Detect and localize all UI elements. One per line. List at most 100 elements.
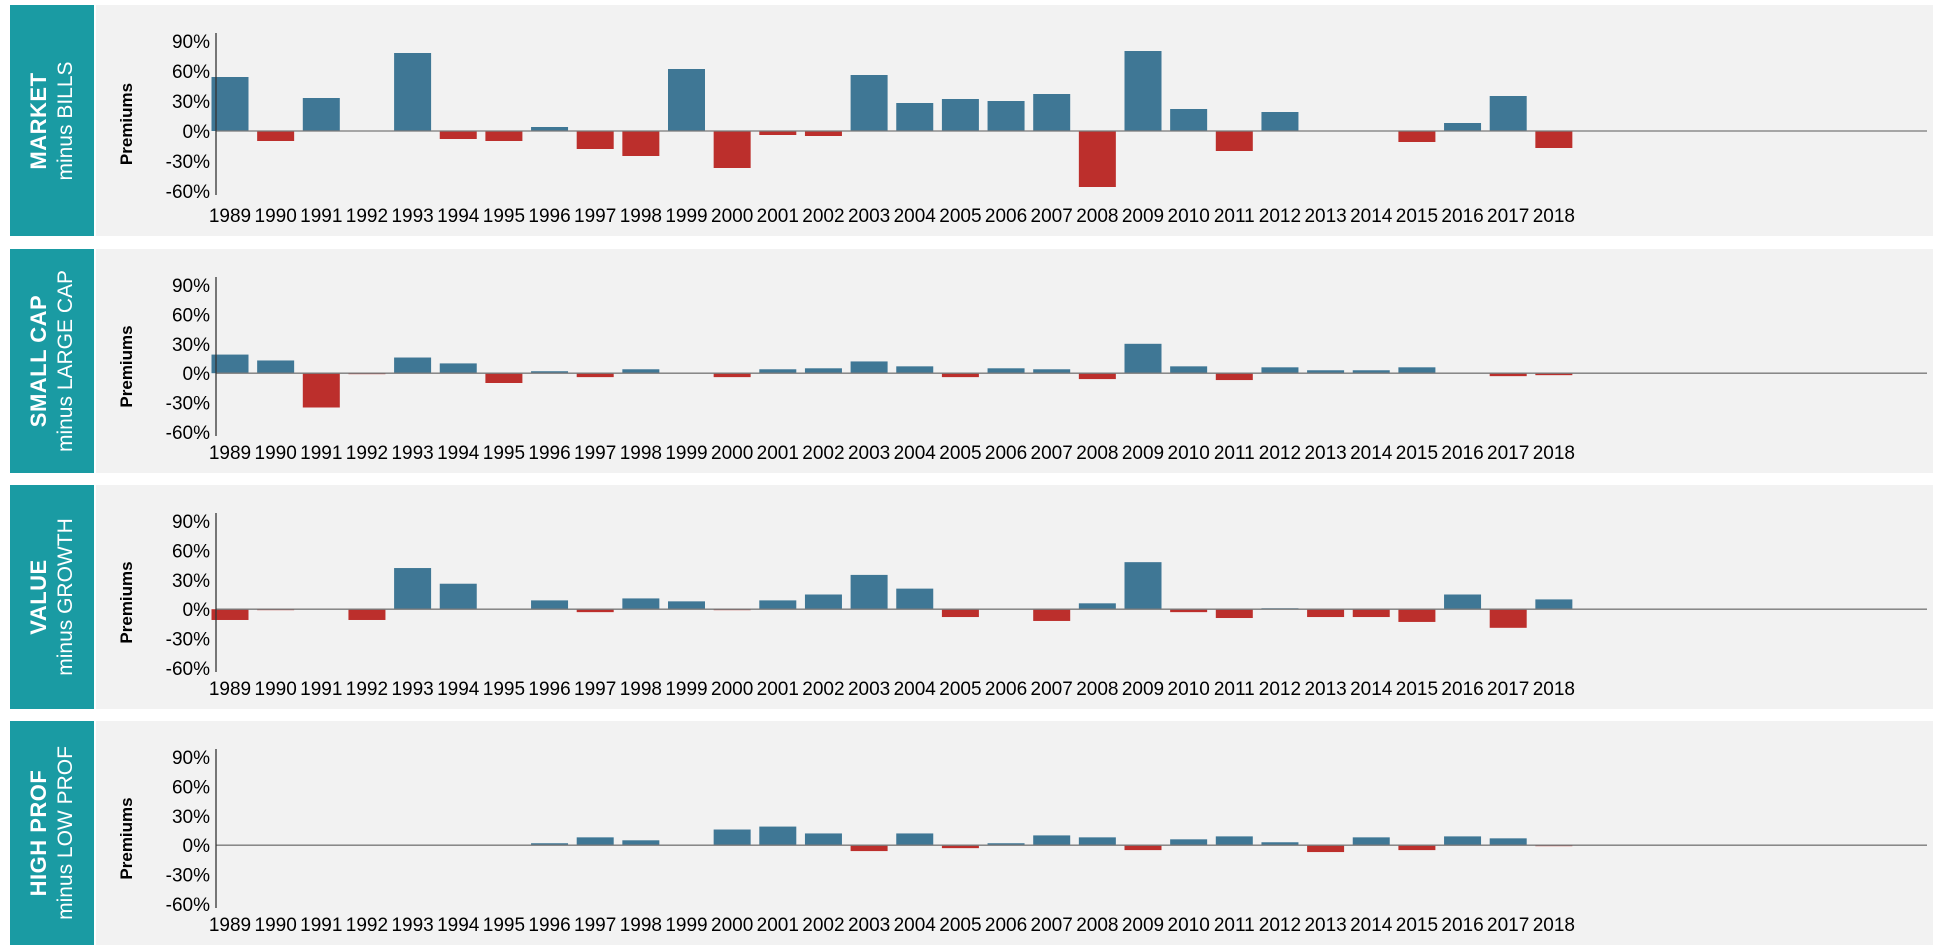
- side-label-bar: HIGH PROF minus LOW PROF: [10, 721, 94, 945]
- y-axis-label: Premiums: [117, 325, 136, 407]
- bar: [1033, 609, 1071, 621]
- side-label: VALUE minus GROWTH: [25, 518, 79, 676]
- x-tick-label: 1992: [346, 206, 388, 227]
- bar: [1398, 131, 1436, 142]
- x-tick-label: 2003: [848, 443, 890, 464]
- panel-value-minus-growth: VALUE minus GROWTH Premiums -60% -30% 0% 30%…: [10, 485, 1933, 709]
- side-label-line2: minus LARGE CAP: [54, 269, 77, 453]
- y-tick-label: -30%: [166, 630, 210, 651]
- bar: [941, 845, 979, 849]
- y-tick-label: 30%: [172, 335, 210, 356]
- side-label-line1: SMALL CAP: [26, 294, 51, 428]
- bar: [804, 131, 842, 136]
- bar: [1352, 609, 1390, 618]
- x-tick-label: 1992: [346, 915, 388, 936]
- bar: [394, 53, 432, 131]
- y-tick-label: 30%: [172, 807, 210, 828]
- x-tick-label: 2018: [1533, 679, 1575, 700]
- bar: [713, 829, 751, 846]
- bar: [1489, 373, 1527, 377]
- bar: [1444, 594, 1482, 610]
- bar: [1078, 603, 1116, 610]
- x-tick-label: 1989: [209, 206, 251, 227]
- bar: [1261, 112, 1299, 131]
- x-tick-label: 2010: [1168, 206, 1210, 227]
- x-tick-label: 2005: [939, 915, 981, 936]
- bar: [668, 601, 705, 610]
- x-tick-label: 1996: [528, 915, 570, 936]
- bar: [1535, 599, 1573, 610]
- x-tick-label: 2011: [1214, 679, 1255, 700]
- y-tick-label: 0%: [183, 122, 211, 143]
- y-tick-label: 90%: [172, 276, 210, 297]
- x-tick-label: 1991: [300, 915, 342, 936]
- x-tick-label: 1991: [300, 443, 342, 464]
- y-tick-label: 30%: [172, 92, 210, 113]
- x-tick-label: 2014: [1350, 443, 1393, 464]
- x-tick-label: 2017: [1487, 915, 1529, 936]
- y-tick-label: 30%: [172, 571, 210, 592]
- bar: [302, 373, 340, 408]
- x-tick-label: 1998: [620, 915, 662, 936]
- x-tick-label: 1993: [391, 679, 433, 700]
- bar: [713, 131, 751, 168]
- x-tick-label: 2016: [1441, 679, 1483, 700]
- x-tick-label: 1992: [346, 679, 388, 700]
- side-label: MARKET minus BILLS: [25, 61, 79, 180]
- bar: [1033, 369, 1071, 374]
- side-label-line2: minus BILLS: [54, 60, 77, 181]
- x-tick-label: 1991: [300, 679, 342, 700]
- x-tick-label: 2009: [1122, 443, 1164, 464]
- panel-small-cap-minus-large-cap: SMALL CAP minus LARGE CAP Premiums -60% -3…: [10, 249, 1933, 473]
- x-tick-label: 2005: [939, 679, 981, 700]
- x-tick-label: 2012: [1259, 443, 1301, 464]
- x-tick-label: 1990: [255, 915, 297, 936]
- x-tick-label: 2000: [711, 206, 753, 227]
- x-tick-label: 2001: [757, 206, 799, 227]
- bar: [1489, 838, 1527, 846]
- side-label-bar: VALUE minus GROWTH: [10, 485, 94, 709]
- bar: [987, 843, 1025, 846]
- x-tick-label: 2007: [1031, 915, 1073, 936]
- bar: [896, 833, 934, 846]
- bar: [302, 98, 340, 131]
- x-tick-label: 2002: [802, 915, 844, 936]
- x-tick-label: 2011: [1214, 915, 1255, 936]
- y-tick-label: -60%: [166, 423, 210, 444]
- plot-area: Premiums -60% -30% 0% 30% 60% 90% 1989 1990 1991 1…: [96, 249, 1933, 473]
- bar: [1398, 609, 1436, 622]
- y-tick-label: -60%: [166, 659, 210, 680]
- x-tick-label: 2011: [1214, 443, 1255, 464]
- x-tick-label: 1994: [437, 679, 480, 700]
- plot-area: Premiums -60% -30% 0% 30% 60% 90% 1989 1990 1991 1…: [96, 485, 1933, 709]
- x-tick-label: 1998: [620, 443, 662, 464]
- bar: [896, 366, 934, 374]
- x-tick-label: 1990: [255, 679, 297, 700]
- chart-svg: Premiums-60%-30%0%30%60%90%1989 1990 1991 1…: [117, 276, 1927, 464]
- bar: [1215, 373, 1253, 381]
- x-tick-label: 2008: [1076, 443, 1118, 464]
- x-tick-label: 2002: [802, 206, 844, 227]
- bar: [348, 609, 386, 620]
- bar: [1489, 96, 1527, 131]
- side-label-bar: SMALL CAP minus LARGE CAP: [10, 249, 94, 473]
- y-tick-label: -30%: [166, 866, 210, 887]
- bar: [987, 101, 1025, 131]
- bar: [576, 609, 614, 613]
- x-tick-label: 1998: [620, 679, 662, 700]
- x-tick-label: 2014: [1350, 206, 1393, 227]
- x-tick-label: 2001: [757, 679, 799, 700]
- bar: [1033, 835, 1071, 846]
- y-tick-label: 0%: [183, 600, 211, 621]
- bar: [896, 588, 934, 610]
- bar: [576, 373, 614, 378]
- chart-svg: Premiums-60%-30%0%30%60%90%1989 1990 1991 1…: [117, 748, 1927, 936]
- x-tick-label: 2002: [802, 443, 844, 464]
- bar: [211, 609, 249, 620]
- bar: [257, 131, 295, 141]
- bar: [394, 568, 432, 610]
- y-tick-label: 0%: [183, 836, 211, 857]
- bar: [211, 77, 249, 131]
- x-tick-label: 2000: [711, 443, 753, 464]
- bar: [1261, 842, 1299, 846]
